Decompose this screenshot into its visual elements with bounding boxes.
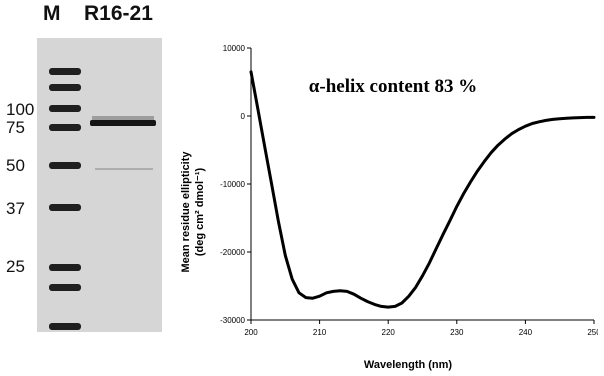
mw-label-50: 50 <box>6 156 25 175</box>
x-axis-title: Wavelength (nm) <box>364 359 453 371</box>
mw-label-75: 75 <box>6 118 25 137</box>
marker-band <box>49 264 81 271</box>
series-line <box>249 70 596 309</box>
x-tick-label: 210 <box>313 328 327 337</box>
sample-band-minor <box>95 168 153 170</box>
x-tick-label: 220 <box>382 328 396 337</box>
x-tick-label: 230 <box>450 328 464 337</box>
gel-panel: M R16-21 100 75 50 37 25 <box>0 0 190 376</box>
y-tick-label: -10000 <box>220 180 245 189</box>
x-tick-label: 200 <box>244 328 258 337</box>
mw-label-37: 37 <box>6 199 25 218</box>
y-tick-label: -30000 <box>220 316 245 325</box>
sample-band-main <box>90 120 156 126</box>
marker-band <box>49 105 81 112</box>
cd-spectrum-chart: α-helix content 83 % Mean residue ellipt… <box>180 44 598 371</box>
sample-band-faint <box>92 116 154 120</box>
mw-label-25: 25 <box>6 257 25 276</box>
y-axis-title: Mean residue ellipticity (deg cm² dmol⁻¹… <box>180 151 206 273</box>
x-tick-label: 240 <box>519 328 533 337</box>
y-tick-label: 10000 <box>223 44 246 53</box>
marker-band <box>49 84 81 91</box>
y-tick-label: -20000 <box>220 248 245 257</box>
lane-label-sample: R16-21 <box>84 2 153 25</box>
marker-band <box>49 323 81 330</box>
mw-label-100: 100 <box>6 100 35 119</box>
y-axis-title-line2: (deg cm² dmol⁻¹) <box>194 168 206 257</box>
y-tick-label: 0 <box>241 112 246 121</box>
marker-band <box>49 284 81 291</box>
marker-band <box>49 68 81 75</box>
gel-image <box>37 38 162 332</box>
marker-band <box>49 124 81 131</box>
marker-band <box>49 162 81 169</box>
annotation-text: α-helix content 83 % <box>309 76 477 97</box>
x-tick-label: 250 <box>587 328 598 337</box>
lane-label-marker: M <box>43 2 61 25</box>
marker-band <box>49 204 81 211</box>
y-axis-title-line1: Mean residue ellipticity <box>180 151 192 273</box>
